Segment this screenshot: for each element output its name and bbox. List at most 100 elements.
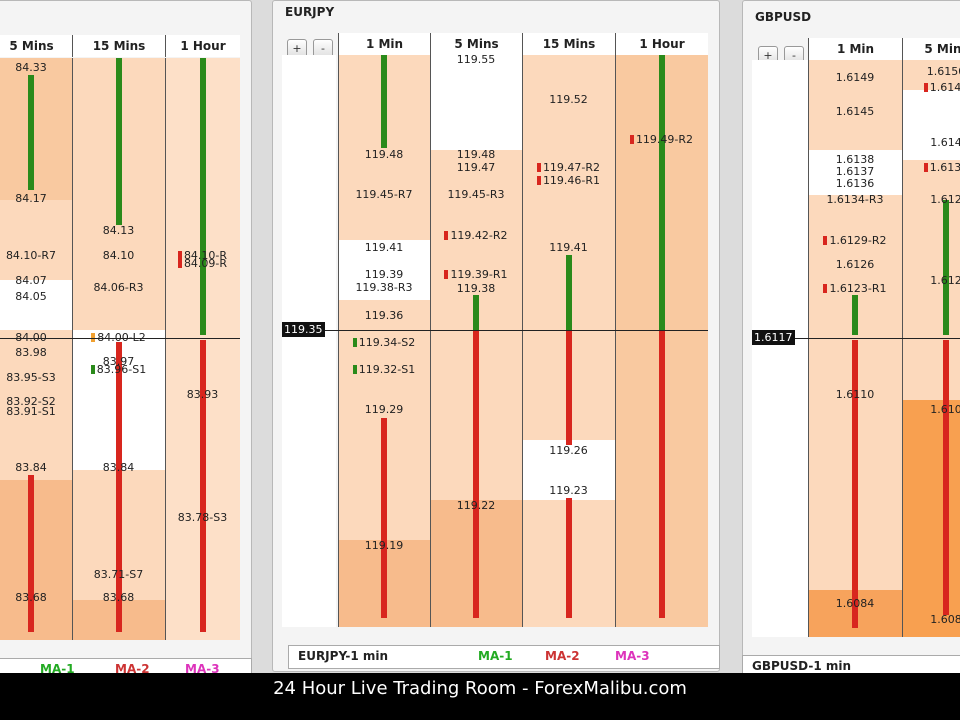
ma-bar — [199, 58, 206, 335]
price-text: 83.68 — [15, 591, 47, 604]
price-label: 1.6129-R2 — [810, 234, 900, 247]
price-label: 119.36 — [339, 309, 429, 322]
price-band — [0, 58, 72, 200]
price-text: 84.10-R7 — [5, 249, 57, 262]
price-text: 1.6123-R1 — [829, 282, 887, 295]
price-text: 83.95-S3 — [6, 371, 56, 384]
ma-legend: MA-1 — [40, 662, 75, 676]
price-text: 1.612 — [930, 274, 960, 287]
price-line — [0, 338, 240, 339]
price-text: 84.17 — [15, 192, 47, 205]
price-label: 83.92-S2 — [0, 395, 76, 408]
price-text: 119.39 — [364, 268, 404, 281]
ma-bar — [943, 340, 949, 615]
price-text: 119.41 — [364, 241, 404, 254]
ma-bar — [473, 330, 479, 618]
price-text: 83.92-S2 — [6, 395, 56, 408]
price-label: 1.6138 — [810, 153, 900, 166]
price-label: 119.42-R2 — [431, 229, 521, 242]
price-label: 1.6138 — [901, 161, 960, 174]
price-text: 83.91-S1 — [6, 405, 56, 418]
price-label: 119.47 — [431, 161, 521, 174]
price-label: 119.49-R2 — [617, 133, 707, 146]
price-text: 84.10-R — [183, 249, 228, 262]
price-text: 83.68 — [102, 591, 135, 604]
price-text: 119.47-R2 — [542, 161, 601, 174]
price-label: 83.78-S3 — [158, 511, 248, 524]
ma-legend: MA-1 — [478, 649, 513, 663]
price-text: 1.6137 — [835, 165, 875, 178]
price-text: 1.6138 — [835, 153, 875, 166]
price-label: 83.98 — [0, 346, 76, 359]
price-text: 119.29 — [364, 403, 404, 416]
level-marker — [177, 251, 182, 260]
price-text: 83.98 — [15, 346, 47, 359]
price-label: 83.95-S3 — [0, 371, 76, 384]
column-header: 1 Min — [808, 38, 902, 60]
price-label: 119.55 — [431, 53, 521, 66]
price-label: 119.22 — [431, 499, 521, 512]
price-band — [523, 440, 615, 500]
price-label: 1.614 — [901, 136, 960, 149]
ma-legend: MA-3 — [615, 649, 650, 663]
price-text: 83.93 — [186, 388, 219, 401]
ma-bar — [381, 418, 387, 618]
ma-bar — [658, 55, 665, 330]
price-label: 119.34-S2 — [339, 336, 429, 349]
price-label: 84.07 — [0, 274, 76, 287]
price-text: 84.33 — [15, 61, 47, 74]
price-label: 83.68 — [74, 591, 164, 604]
price-label: 119.38 — [431, 282, 521, 295]
price-label: 119.48 — [339, 148, 429, 161]
price-text: 1.610 — [930, 403, 960, 416]
price-text: 119.34-S2 — [358, 336, 416, 349]
ma-bar — [852, 295, 858, 335]
price-label: 1.612 — [901, 274, 960, 287]
current-price: 1.6117 — [752, 330, 795, 345]
level-marker — [823, 236, 828, 245]
level-marker — [823, 284, 828, 293]
price-label: 119.48 — [431, 148, 521, 161]
ma-bar — [28, 75, 34, 190]
price-label: 119.45-R3 — [431, 188, 521, 201]
ma-bar — [473, 295, 479, 330]
ma-bar — [565, 498, 572, 618]
price-label: 83.97 — [74, 355, 164, 368]
price-text: 119.48 — [364, 148, 404, 161]
level-marker — [536, 163, 541, 172]
ma-bar — [115, 58, 122, 225]
column-header: 15 Mins — [522, 33, 615, 55]
ma-bar — [28, 475, 34, 632]
column-header: 5 Mins — [430, 33, 522, 55]
column-header: 1 Hour — [165, 35, 240, 57]
footer-title: EURJPY-1 min — [298, 649, 389, 663]
price-label: 1.612 — [901, 193, 960, 206]
price-text: 1.6148 — [929, 81, 960, 94]
level-marker — [923, 83, 928, 92]
price-text: 1.6136 — [835, 177, 875, 190]
button[interactable]: + — [287, 39, 307, 59]
price-band — [339, 240, 430, 300]
level-marker — [444, 270, 449, 279]
column-header: 1 Min — [338, 33, 430, 55]
price-label: 84.06-R3 — [74, 281, 164, 294]
ma-bar — [115, 342, 122, 632]
price-label: 119.23 — [524, 484, 614, 497]
price-label: 83.84 — [0, 461, 76, 474]
price-text: 1.6110 — [835, 388, 875, 401]
price-label: 84.10-R — [158, 249, 248, 262]
price-label: 1.6134-R3 — [810, 193, 900, 206]
price-text: 83.71-S7 — [93, 568, 144, 581]
price-text: 83.84 — [102, 461, 135, 474]
price-text: 84.13 — [102, 224, 135, 237]
price-text: 119.22 — [456, 499, 496, 512]
column-header: 5 Mins — [902, 38, 960, 60]
ma-legend: MA-3 — [185, 662, 220, 676]
ma-bar — [852, 340, 858, 628]
column-header: 15 Mins — [72, 35, 165, 57]
price-label: 84.00-L2 — [74, 331, 164, 344]
price-label: 119.45-R7 — [339, 188, 429, 201]
price-label: 119.32-S1 — [339, 363, 429, 376]
price-label: 119.38-R3 — [339, 281, 429, 294]
